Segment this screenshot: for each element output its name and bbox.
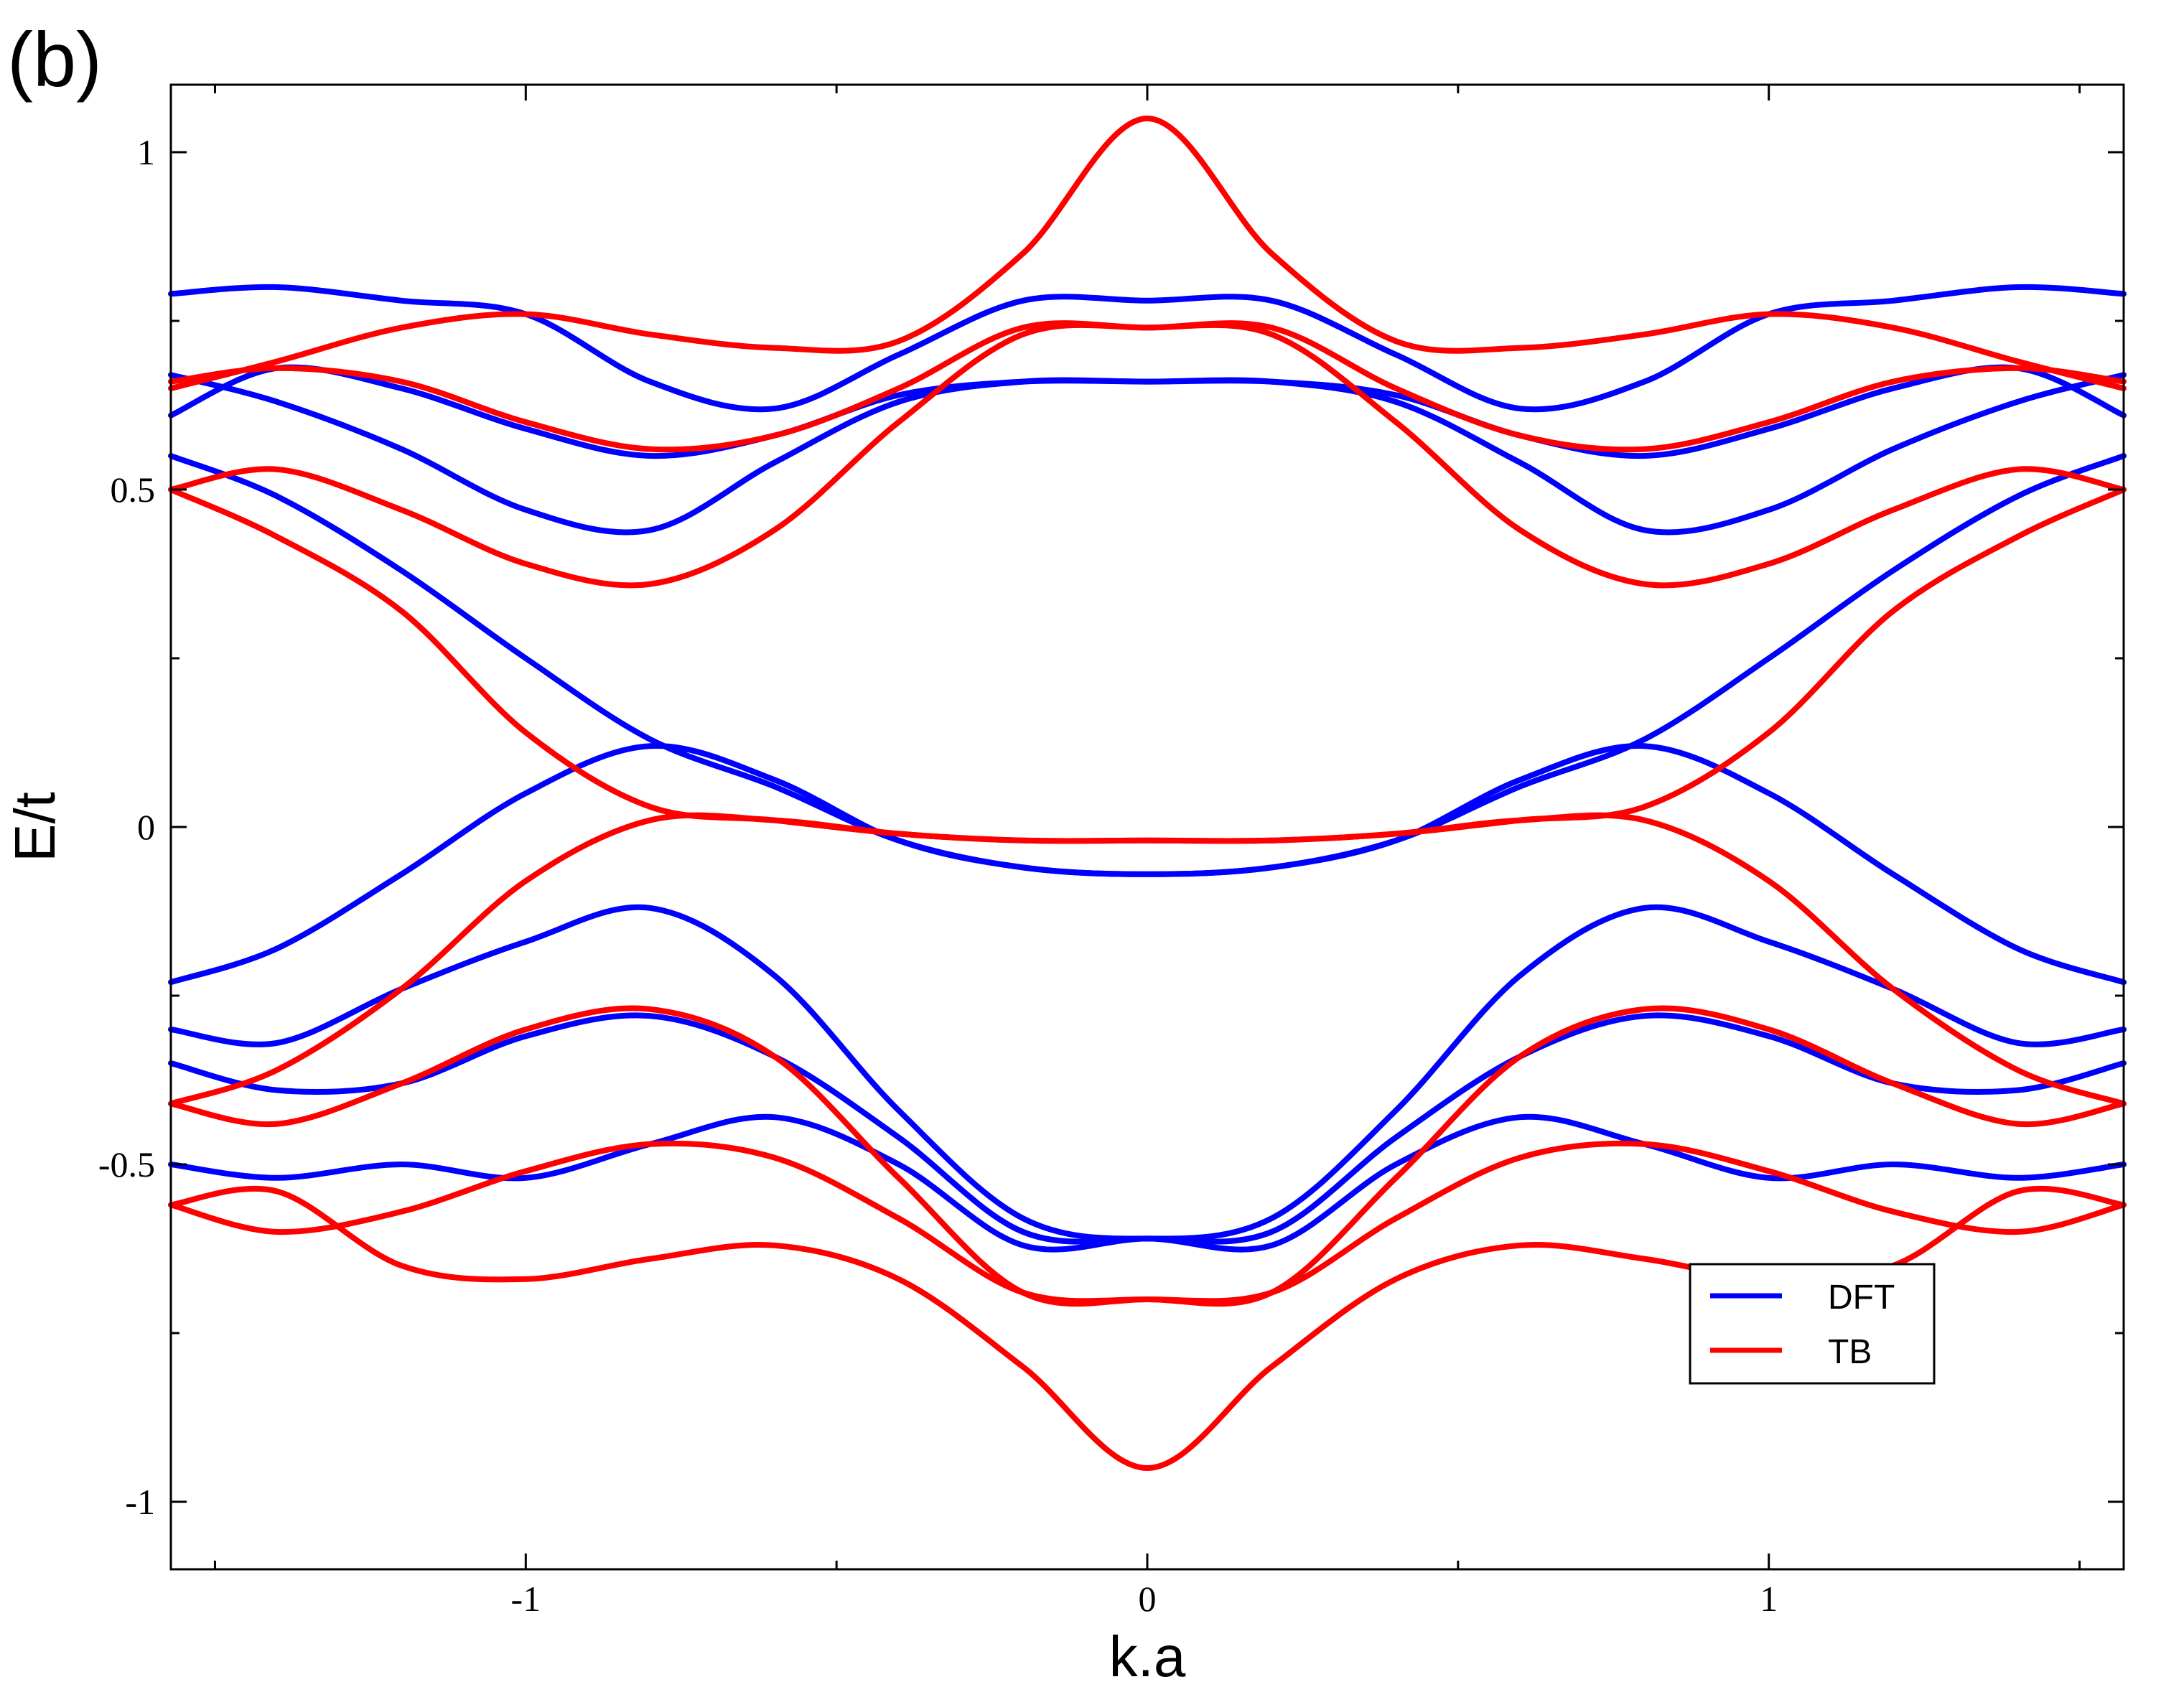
y-axis-title: E/t <box>3 792 67 862</box>
x-tick-label: 0 <box>1139 1579 1157 1619</box>
legend-label-dft: DFT <box>1828 1279 1895 1317</box>
series-line-tb-10 <box>168 322 2127 589</box>
x-axis-title: k.a <box>1109 1625 1186 1687</box>
series-line-dft-4 <box>168 743 2127 986</box>
legend-box <box>1689 1263 1936 1385</box>
x-tick-label: 1 <box>1760 1579 1778 1619</box>
legend-label-tb: TB <box>1828 1333 1872 1371</box>
series-line-tb-13 <box>168 1005 2127 1307</box>
y-tick-label: 0.5 <box>111 469 156 510</box>
series-line-dft-2 <box>168 372 2127 536</box>
y-tick-label: -0.5 <box>98 1144 155 1184</box>
y-tick-label: 0 <box>137 807 155 847</box>
series-line-dft-3 <box>168 453 2127 877</box>
legend: DFT TB <box>1689 1263 1936 1385</box>
y-tick-label: -1 <box>125 1482 155 1522</box>
series-line-dft-6 <box>168 1012 2127 1245</box>
x-tick-label: -1 <box>510 1579 541 1619</box>
series-curves <box>168 116 2127 1471</box>
axis-ticks <box>171 85 2124 1569</box>
axis-tick-labels: -1 0 1 -1 -0.5 0 0.5 1 <box>98 132 1778 1619</box>
series-line-tb-11 <box>168 487 2127 844</box>
series-line-tb-12 <box>168 812 2127 1107</box>
series-line-dft-7 <box>168 1113 2127 1253</box>
series-line-dft-0 <box>168 284 2127 413</box>
series-line-tb-9 <box>168 320 2127 453</box>
panel-label: (b) <box>7 16 102 103</box>
series-line-tb-8 <box>168 116 2127 391</box>
y-tick-label: 1 <box>137 132 155 172</box>
series-line-tb-14 <box>168 1140 2127 1304</box>
